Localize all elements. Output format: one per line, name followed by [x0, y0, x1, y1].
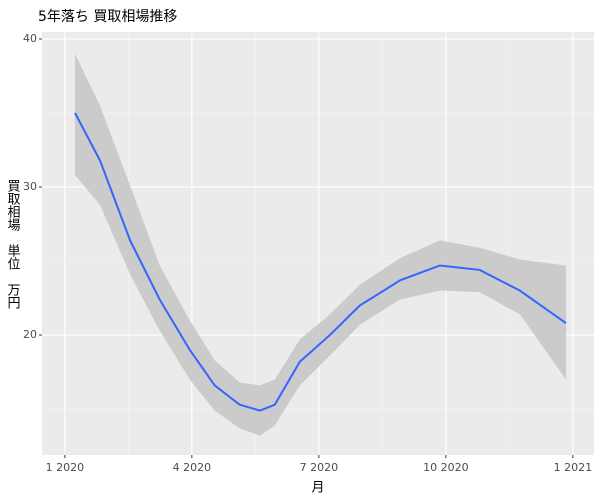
x-tick-label: 1 2021 — [554, 461, 593, 474]
y-tick-label: 20 — [23, 328, 37, 341]
x-tick-label: 10 2020 — [423, 461, 469, 474]
x-tick-label: 1 2020 — [46, 461, 85, 474]
y-axis-title: 買取相場 単位 万円 — [5, 179, 21, 309]
y-tick-label: 40 — [23, 32, 37, 45]
smooth-line — [74, 112, 567, 412]
x-axis-title: 月 — [311, 481, 324, 496]
chart-title: 5年落ち 買取相場推移 — [38, 9, 177, 25]
x-tick-label: 7 2020 — [300, 461, 339, 474]
confidence-band — [75, 53, 567, 436]
x-tick-label: 4 2020 — [173, 461, 212, 474]
y-tick-label: 30 — [23, 180, 37, 193]
